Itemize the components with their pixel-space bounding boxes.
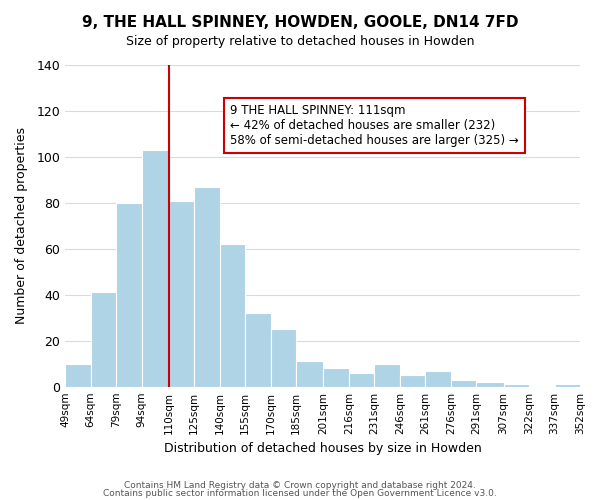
- Bar: [349, 373, 374, 386]
- Bar: [451, 380, 476, 386]
- Bar: [323, 368, 349, 386]
- Bar: [194, 187, 220, 386]
- Bar: [503, 384, 529, 386]
- Bar: [142, 150, 169, 386]
- Bar: [425, 370, 451, 386]
- Bar: [65, 364, 91, 386]
- Bar: [476, 382, 503, 386]
- Bar: [116, 203, 142, 386]
- Bar: [245, 313, 271, 386]
- Bar: [271, 329, 296, 386]
- Bar: [91, 292, 116, 386]
- Text: 9, THE HALL SPINNEY, HOWDEN, GOOLE, DN14 7FD: 9, THE HALL SPINNEY, HOWDEN, GOOLE, DN14…: [82, 15, 518, 30]
- Text: Contains public sector information licensed under the Open Government Licence v3: Contains public sector information licen…: [103, 488, 497, 498]
- Bar: [554, 384, 580, 386]
- Y-axis label: Number of detached properties: Number of detached properties: [15, 128, 28, 324]
- Text: Size of property relative to detached houses in Howden: Size of property relative to detached ho…: [126, 35, 474, 48]
- Bar: [220, 244, 245, 386]
- Bar: [169, 200, 194, 386]
- Bar: [374, 364, 400, 386]
- X-axis label: Distribution of detached houses by size in Howden: Distribution of detached houses by size …: [164, 442, 481, 455]
- Bar: [296, 362, 323, 386]
- Text: Contains HM Land Registry data © Crown copyright and database right 2024.: Contains HM Land Registry data © Crown c…: [124, 481, 476, 490]
- Text: 9 THE HALL SPINNEY: 111sqm
← 42% of detached houses are smaller (232)
58% of sem: 9 THE HALL SPINNEY: 111sqm ← 42% of deta…: [230, 104, 518, 146]
- Bar: [400, 375, 425, 386]
